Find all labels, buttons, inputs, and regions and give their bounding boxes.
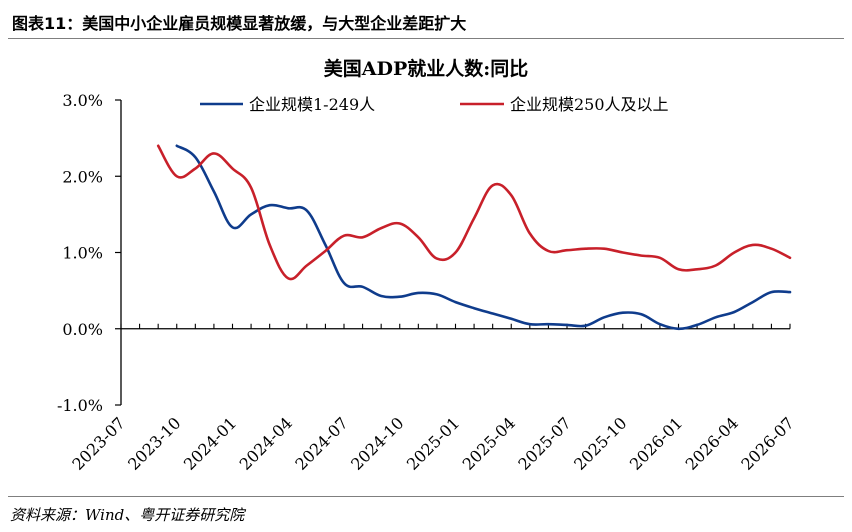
top-rule bbox=[8, 38, 844, 39]
x-tick-label: 2023-10 bbox=[124, 413, 184, 473]
x-tick-label: 2025-10 bbox=[570, 413, 630, 473]
x-tick-label: 2024-01 bbox=[180, 413, 240, 473]
x-tick-label: 2024-07 bbox=[291, 413, 351, 473]
y-tick-label: 1.0% bbox=[62, 244, 103, 263]
source-note: 资料来源：Wind、粤开证券研究院 bbox=[10, 506, 245, 524]
y-tick-label: 0.0% bbox=[62, 320, 103, 339]
legend-label-small-firms: 企业规模1-249人 bbox=[249, 95, 375, 114]
series-line-large-firms bbox=[156, 144, 792, 281]
x-tick-label: 2025-07 bbox=[514, 413, 574, 473]
x-tick-label: 2025-01 bbox=[403, 413, 463, 473]
x-tick-label: 2023-07 bbox=[68, 413, 128, 473]
chart-title: 美国ADP就业人数:同比 bbox=[324, 57, 529, 80]
x-tick-label: 2026-07 bbox=[737, 413, 797, 473]
x-tick-label: 2025-04 bbox=[459, 413, 519, 473]
x-tick-label: 2026-01 bbox=[626, 413, 686, 473]
figure-header: 图表11：美国中小企业雇员规模显著放缓，与大型企业差距扩大 bbox=[8, 6, 844, 36]
figure-title: 图表11：美国中小企业雇员规模显著放缓，与大型企业差距扩大 bbox=[12, 14, 467, 33]
series-line-small-firms bbox=[175, 144, 792, 331]
y-tick-label: -1.0% bbox=[57, 396, 103, 415]
x-tick-label: 2024-04 bbox=[236, 413, 296, 473]
y-tick-label: 3.0% bbox=[62, 91, 103, 110]
bottom-rule bbox=[8, 496, 844, 497]
x-tick-label: 2024-10 bbox=[347, 413, 407, 473]
y-tick-label: 2.0% bbox=[62, 167, 103, 186]
legend-label-large-firms: 企业规模250人及以上 bbox=[510, 95, 669, 114]
x-tick-label: 2026-04 bbox=[682, 413, 742, 473]
line-chart: 美国ADP就业人数:同比 -1.0% 0.0% 1.0% 2.0% 3.0% 2023-07… bbox=[57, 57, 798, 474]
